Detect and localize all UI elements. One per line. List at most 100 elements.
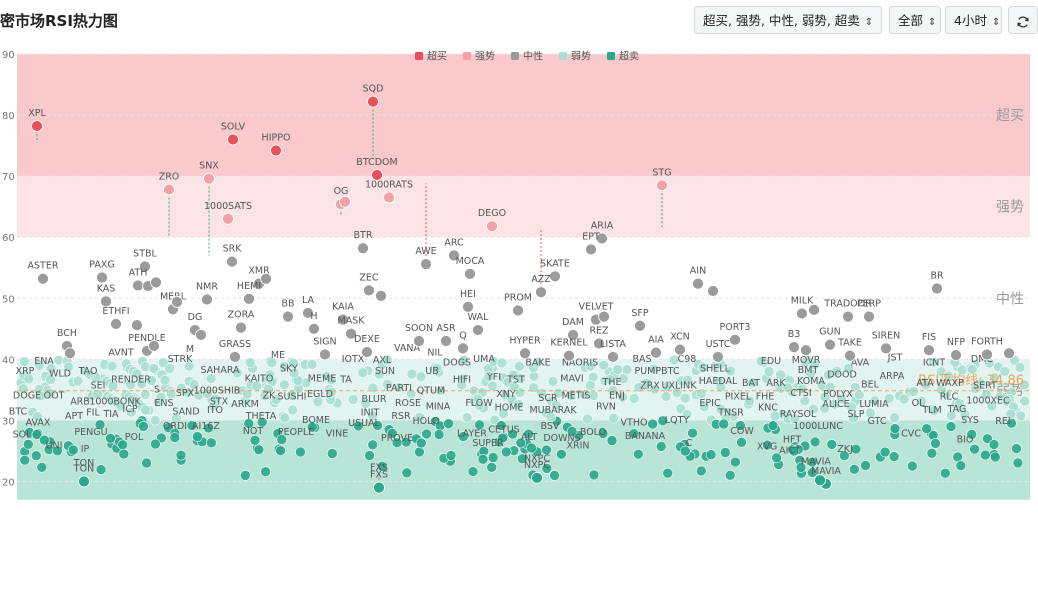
point-label: LQTY	[665, 415, 690, 426]
legend-swatch	[559, 52, 567, 60]
data-point	[279, 412, 291, 424]
point-label: ARKM	[231, 399, 259, 410]
y-tick-label: 60	[2, 233, 15, 244]
data-point	[45, 363, 57, 374]
data-point	[188, 379, 200, 390]
point-label: TLM	[921, 405, 941, 416]
data-point	[712, 351, 724, 363]
data-point	[282, 310, 294, 323]
point-label: MOVR	[792, 355, 821, 366]
data-point	[936, 384, 947, 396]
scope-filter-select[interactable]: 全部 ⇕	[889, 6, 941, 34]
data-point	[433, 429, 445, 440]
data-point	[206, 437, 217, 449]
point-label: ARC	[444, 238, 464, 249]
data-point	[999, 365, 1011, 377]
data-point	[205, 373, 217, 384]
point-label: UXLINK	[662, 381, 698, 392]
data-point	[457, 431, 469, 442]
point-label: SQD	[363, 84, 384, 95]
data-point	[279, 379, 290, 391]
point-label: EPIC	[699, 398, 721, 409]
point-label: RVN	[596, 401, 616, 412]
point-label: TST	[506, 375, 525, 386]
data-point	[955, 460, 967, 472]
point-label: AVAX	[26, 417, 51, 428]
data-point	[563, 349, 575, 362]
data-point	[516, 453, 528, 465]
data-point	[487, 380, 498, 392]
data-point	[532, 356, 544, 368]
point-label: BOME	[302, 415, 330, 426]
data-point	[729, 456, 741, 468]
point-label: BANANA	[625, 431, 666, 442]
data-point	[762, 439, 773, 451]
point-label: GRASS	[219, 339, 251, 350]
data-point	[989, 451, 1001, 463]
point-label: SOON	[405, 323, 433, 334]
point-label: 1000RATS	[365, 180, 413, 191]
point-label: LUMIA	[859, 399, 889, 410]
data-point	[946, 410, 957, 421]
data-point	[496, 357, 508, 369]
point-label: PROM	[504, 293, 532, 304]
point-label: APT	[65, 411, 83, 422]
data-point	[242, 388, 253, 400]
point-label: AVNT	[108, 348, 133, 359]
point-label: TON	[73, 464, 94, 475]
data-point	[383, 191, 395, 204]
data-point	[497, 408, 509, 419]
point-label: PROVE	[381, 433, 413, 444]
data-point	[150, 414, 161, 426]
legend-label: 超卖	[619, 50, 639, 63]
data-point	[647, 418, 658, 430]
point-label: CVC	[901, 428, 921, 439]
data-point	[607, 351, 619, 363]
level-filter-select[interactable]: 超买, 强势, 中性, 弱势, 超卖 ⇕	[694, 6, 882, 34]
data-point	[231, 367, 243, 379]
point-label: BOLO	[580, 427, 606, 438]
data-point	[763, 366, 775, 377]
point-label: FIS	[922, 332, 936, 343]
point-label: UMA	[473, 354, 495, 365]
data-point	[421, 428, 432, 440]
y-tick-label: 30	[2, 416, 15, 427]
point-label: FORTH	[971, 336, 1003, 347]
data-point	[819, 391, 831, 403]
data-point	[203, 172, 215, 185]
data-point	[312, 396, 324, 408]
data-point	[1015, 410, 1027, 422]
refresh-button[interactable]	[1008, 6, 1038, 34]
data-point	[381, 378, 393, 390]
data-point	[139, 260, 151, 273]
data-point	[593, 337, 605, 350]
point-label: REI	[995, 416, 1010, 427]
point-label: HOME	[495, 403, 524, 414]
point-label: SCR	[538, 393, 558, 404]
data-point	[148, 340, 160, 352]
data-point	[371, 169, 383, 181]
level-filter-value: 超买, 强势, 中性, 弱势, 超卖	[703, 13, 860, 28]
data-point	[306, 359, 318, 370]
point-label: MAVIA	[801, 456, 831, 467]
data-point	[495, 420, 507, 431]
data-point	[860, 460, 871, 471]
timeframe-select[interactable]: 4小时 ⇕	[945, 6, 1002, 34]
point-label: POL	[125, 432, 144, 443]
point-label: UNI	[46, 441, 63, 452]
point-label: SOLV	[221, 122, 246, 133]
data-point	[981, 389, 992, 400]
point-label: JST	[887, 353, 903, 364]
point-label: SEI	[91, 381, 106, 392]
data-point	[474, 419, 485, 431]
point-label: HEI	[460, 289, 476, 300]
data-point	[567, 329, 579, 341]
data-point	[747, 377, 759, 389]
rsi-heatmap-chart[interactable]: 2030405060708090超买强势中性弱势超买强势中性弱势超卖RSI平均线…	[0, 40, 1038, 589]
data-point	[132, 279, 144, 292]
point-label: PARTI	[386, 383, 412, 394]
point-label: STX	[210, 397, 229, 408]
y-tick-label: 50	[2, 294, 15, 305]
data-point	[240, 470, 251, 481]
data-point	[367, 382, 379, 394]
